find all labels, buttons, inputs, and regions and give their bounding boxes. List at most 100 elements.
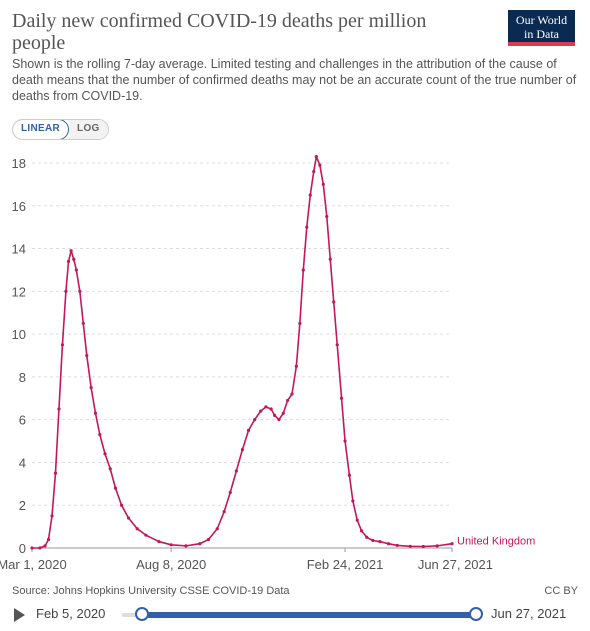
data-point bbox=[343, 439, 347, 443]
y-tick-label: 14 bbox=[12, 242, 26, 257]
data-point bbox=[325, 214, 329, 219]
data-point bbox=[321, 182, 325, 186]
data-point bbox=[359, 529, 364, 533]
data-point bbox=[290, 392, 294, 396]
data-point bbox=[43, 544, 47, 548]
data-point bbox=[318, 163, 322, 167]
linear-scale-button[interactable]: LINEAR bbox=[12, 120, 70, 139]
data-point bbox=[46, 537, 51, 542]
y-tick-label: 10 bbox=[12, 327, 26, 342]
data-point bbox=[135, 527, 139, 531]
data-point bbox=[240, 448, 245, 452]
data-point bbox=[206, 537, 211, 542]
timeline-selected-range bbox=[142, 612, 476, 618]
data-point bbox=[246, 428, 251, 432]
series-group: United Kingdom bbox=[30, 154, 535, 550]
data-point bbox=[371, 538, 375, 543]
data-point bbox=[298, 321, 302, 326]
data-point bbox=[286, 398, 290, 403]
data-point bbox=[50, 514, 54, 518]
data-point bbox=[234, 469, 238, 473]
owid-logo[interactable]: Our World in Data bbox=[508, 10, 575, 46]
y-tick-label: 12 bbox=[12, 284, 26, 299]
series-label[interactable]: United Kingdom bbox=[457, 536, 535, 548]
y-axis-ticks: 0 2 4 6 8 10 12 14 16 18 bbox=[12, 156, 26, 556]
data-point bbox=[277, 418, 281, 422]
data-point bbox=[378, 539, 382, 544]
data-point bbox=[215, 527, 219, 531]
y-tick-label: 18 bbox=[12, 156, 26, 171]
data-point bbox=[314, 154, 318, 159]
timeline: Feb 5, 2020 Jun 27, 2021 bbox=[0, 603, 590, 627]
data-point bbox=[281, 411, 285, 415]
data-point bbox=[184, 544, 188, 548]
data-point bbox=[53, 471, 58, 475]
data-point bbox=[347, 473, 351, 477]
data-point bbox=[78, 289, 82, 293]
x-tick-label: Mar 1, 2020 bbox=[0, 557, 67, 572]
timeline-end-label: Jun 27, 2021 bbox=[491, 606, 567, 621]
data-point bbox=[72, 257, 76, 261]
timeline-start-label: Feb 5, 2020 bbox=[36, 606, 106, 621]
data-point bbox=[103, 452, 107, 456]
chart-footer: Source: Johns Hopkins University CSSE CO… bbox=[12, 585, 578, 597]
y-tick-label: 4 bbox=[19, 455, 26, 470]
source-text[interactable]: Source: Johns Hopkins University CSSE CO… bbox=[12, 585, 290, 597]
data-point bbox=[126, 516, 131, 520]
data-point bbox=[408, 544, 412, 548]
data-point bbox=[301, 268, 305, 272]
data-point bbox=[69, 249, 73, 253]
data-point bbox=[108, 467, 112, 471]
y-tick-label: 0 bbox=[19, 541, 26, 556]
data-point bbox=[222, 510, 226, 514]
data-point bbox=[66, 259, 71, 263]
data-point bbox=[328, 257, 332, 261]
data-point bbox=[421, 544, 425, 549]
y-tick-label: 16 bbox=[12, 199, 26, 214]
data-point bbox=[312, 169, 316, 174]
data-point bbox=[253, 418, 257, 422]
data-point bbox=[38, 546, 42, 550]
series-line bbox=[32, 155, 453, 549]
data-point bbox=[30, 546, 34, 550]
log-scale-button[interactable]: LOG bbox=[69, 120, 108, 139]
data-point bbox=[259, 409, 263, 413]
line-chart: 0 2 4 6 8 10 12 14 16 18 Mar 1, 2020 Aug 8, 2020 Fe… bbox=[0, 154, 535, 572]
data-point bbox=[89, 385, 93, 390]
scale-toggle[interactable]: LINEAR LOG bbox=[12, 119, 109, 140]
chart-subtitle: Shown is the rolling 7-day average. Limi… bbox=[12, 57, 577, 103]
data-point bbox=[157, 539, 161, 544]
timeline-start-handle[interactable] bbox=[135, 607, 149, 621]
data-point bbox=[169, 543, 173, 547]
data-point bbox=[450, 542, 454, 546]
logo-line-2: in Data bbox=[524, 27, 559, 41]
data-point bbox=[269, 407, 273, 411]
y-tick-label: 8 bbox=[19, 370, 26, 385]
data-point bbox=[435, 544, 439, 548]
data-point bbox=[365, 535, 369, 539]
data-point bbox=[64, 289, 68, 293]
x-axis-ticks: Mar 1, 2020 Aug 8, 2020 Feb 24, 2021 Jun 27… bbox=[0, 548, 493, 572]
data-point bbox=[57, 407, 61, 411]
x-tick-label: Feb 24, 2021 bbox=[307, 557, 384, 572]
data-point bbox=[339, 396, 344, 400]
y-tick-label: 2 bbox=[19, 498, 26, 513]
play-icon[interactable] bbox=[14, 608, 25, 622]
data-point bbox=[113, 486, 118, 490]
data-point bbox=[395, 543, 399, 548]
data-point bbox=[81, 321, 85, 326]
logo-line-1: Our World bbox=[515, 13, 568, 27]
x-tick-label: Aug 8, 2020 bbox=[136, 557, 206, 572]
data-point bbox=[335, 343, 339, 347]
data-point bbox=[228, 490, 232, 494]
data-point bbox=[305, 225, 309, 229]
y-tick-label: 6 bbox=[19, 413, 26, 428]
data-point bbox=[119, 503, 124, 507]
data-point bbox=[332, 300, 336, 304]
timeline-end-handle[interactable] bbox=[469, 607, 483, 621]
data-point bbox=[355, 518, 359, 522]
data-point bbox=[93, 411, 98, 415]
data-point bbox=[60, 343, 65, 347]
license-text[interactable]: CC BY bbox=[544, 585, 578, 597]
data-point bbox=[386, 542, 391, 546]
